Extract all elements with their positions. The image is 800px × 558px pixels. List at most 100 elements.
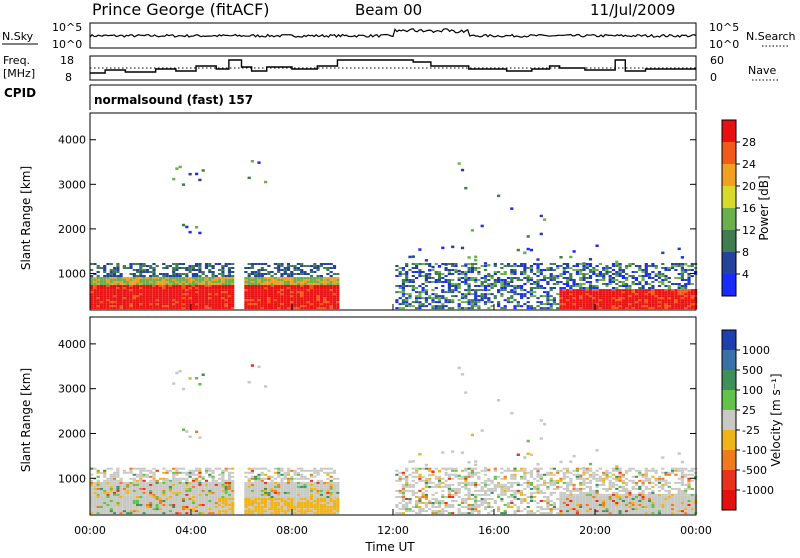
power-cell bbox=[313, 281, 316, 283]
velocity-cell bbox=[139, 486, 142, 488]
velocity-cell bbox=[116, 468, 119, 470]
power-cell bbox=[399, 285, 402, 287]
power-cell bbox=[156, 287, 159, 289]
power-cell bbox=[635, 299, 638, 301]
velocity-cell bbox=[212, 504, 215, 506]
power-cell bbox=[264, 299, 267, 301]
velocity-cell bbox=[284, 510, 287, 512]
power-cell bbox=[169, 279, 172, 281]
power-cell bbox=[596, 291, 599, 293]
velocity-cell bbox=[248, 478, 251, 480]
velocity-cell bbox=[468, 506, 471, 508]
velocity-cell bbox=[405, 510, 408, 512]
velocity-cell bbox=[162, 494, 165, 496]
power-cell bbox=[221, 297, 224, 299]
power-cell bbox=[402, 291, 405, 293]
velocity-cell bbox=[550, 492, 553, 494]
power-cell bbox=[254, 303, 257, 305]
power-cell bbox=[579, 301, 582, 303]
power-cell bbox=[461, 169, 464, 172]
power-cell bbox=[513, 285, 516, 287]
velocity-cell bbox=[336, 502, 339, 504]
nsky-label: N.Sky bbox=[2, 30, 34, 43]
velocity-cell bbox=[208, 498, 211, 500]
power-cell bbox=[300, 269, 303, 271]
velocity-cell bbox=[139, 470, 142, 472]
power-cell bbox=[228, 283, 231, 285]
power-cell bbox=[310, 265, 313, 267]
power-cell bbox=[149, 275, 152, 277]
power-cell bbox=[195, 297, 198, 299]
power-cell bbox=[589, 293, 592, 295]
power-cell bbox=[448, 271, 451, 273]
power-cell bbox=[559, 275, 562, 277]
power-cell bbox=[202, 277, 205, 279]
power-cell bbox=[97, 267, 100, 269]
velocity-cell bbox=[172, 510, 175, 512]
power-cell bbox=[550, 269, 553, 271]
velocity-cell bbox=[559, 461, 562, 464]
power-cell bbox=[129, 287, 132, 289]
velocity-cell bbox=[261, 474, 264, 476]
power-cell bbox=[330, 267, 333, 269]
power-cell bbox=[139, 269, 142, 271]
velocity-cell bbox=[267, 498, 270, 500]
velocity-cell bbox=[294, 474, 297, 476]
velocity-cell bbox=[425, 494, 428, 496]
power-cell bbox=[126, 305, 129, 307]
velocity-cell bbox=[405, 470, 408, 472]
velocity-cell bbox=[172, 382, 175, 385]
power-cell bbox=[248, 273, 251, 275]
velocity-cell bbox=[425, 510, 428, 512]
velocity-cell bbox=[523, 494, 526, 496]
power-cell bbox=[182, 263, 185, 265]
velocity-cell bbox=[152, 488, 155, 490]
power-cell bbox=[428, 269, 431, 272]
velocity-cell bbox=[267, 506, 270, 508]
velocity-cell bbox=[271, 502, 274, 504]
velocity-cell bbox=[543, 484, 546, 486]
power-cell bbox=[129, 289, 132, 291]
power-cell bbox=[605, 307, 608, 309]
power-cell bbox=[330, 281, 333, 283]
power-cell bbox=[166, 283, 169, 285]
power-cell bbox=[642, 293, 645, 295]
velocity-cell bbox=[133, 486, 136, 488]
power-cell bbox=[471, 229, 474, 232]
velocity-cell bbox=[326, 502, 329, 504]
velocity-cell bbox=[172, 492, 175, 494]
velocity-cell bbox=[123, 512, 126, 514]
power-cell bbox=[212, 267, 215, 269]
velocity-cell bbox=[294, 482, 297, 484]
velocity-cell bbox=[225, 506, 228, 508]
power-cell bbox=[113, 281, 116, 283]
power-cell bbox=[415, 267, 418, 269]
power-cell bbox=[307, 303, 310, 305]
velocity-cell bbox=[97, 484, 100, 486]
velocity-cell bbox=[300, 500, 303, 502]
velocity-cell bbox=[175, 474, 178, 476]
power-cell bbox=[290, 265, 293, 267]
power-cell bbox=[294, 297, 297, 299]
velocity-cell bbox=[307, 494, 310, 496]
power-cell bbox=[540, 215, 543, 218]
power-cell bbox=[195, 279, 198, 281]
power-cell bbox=[156, 277, 159, 279]
velocity-cell bbox=[152, 486, 155, 488]
velocity-cell bbox=[438, 502, 441, 504]
power-cell bbox=[543, 279, 546, 281]
velocity-cell bbox=[179, 480, 182, 482]
velocity-cell bbox=[110, 484, 113, 486]
velocity-cell bbox=[497, 486, 500, 488]
velocity-cell bbox=[395, 490, 398, 492]
power-cell bbox=[559, 303, 562, 305]
velocity-cell bbox=[231, 480, 234, 482]
power-cell bbox=[612, 277, 615, 279]
power-cell bbox=[326, 293, 329, 295]
power-cell bbox=[113, 277, 116, 279]
velocity-cell bbox=[212, 500, 215, 502]
power-cell bbox=[152, 299, 155, 301]
power-cell bbox=[536, 258, 539, 261]
power-cell bbox=[408, 295, 411, 297]
velocity-cell bbox=[336, 496, 339, 498]
